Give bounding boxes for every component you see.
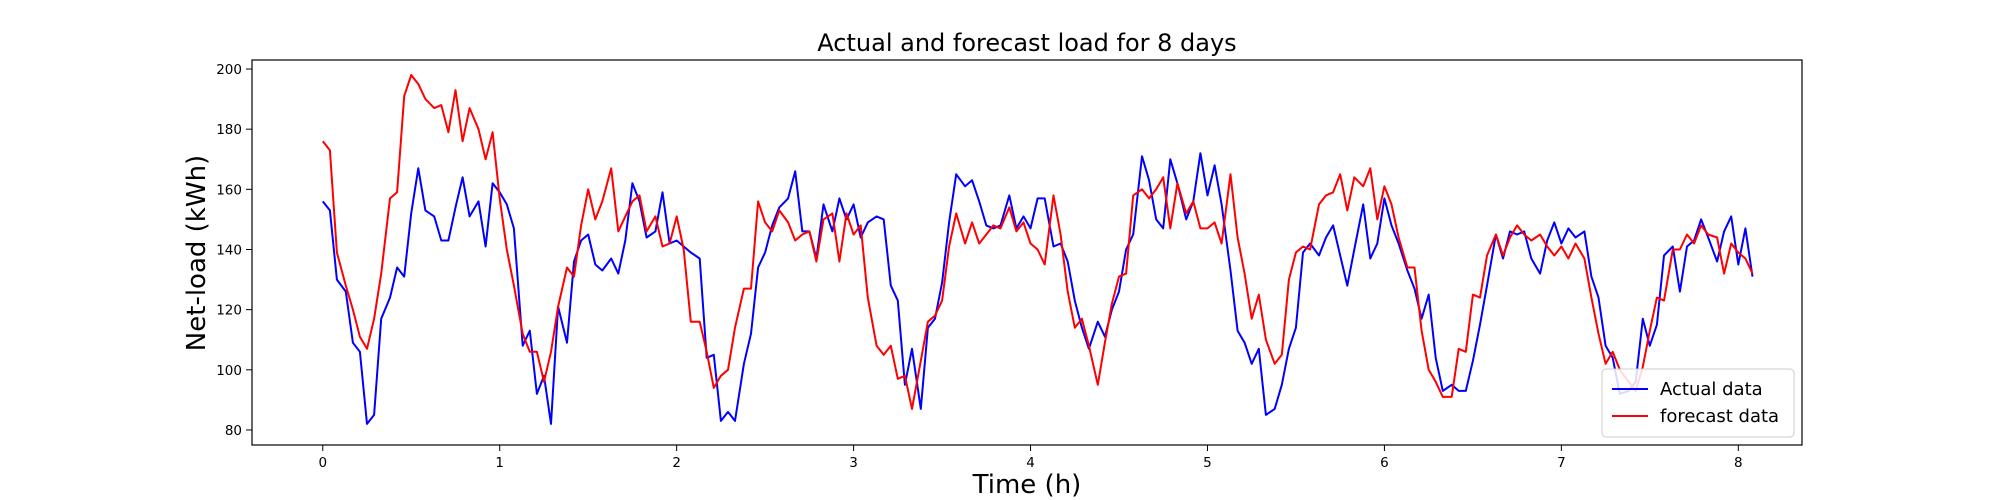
chart-title: Actual and forecast load for 8 days: [817, 29, 1236, 57]
series-layer: [322, 74, 1754, 425]
x-axis-label: Time (h): [972, 470, 1082, 500]
x-tick-label: 1: [495, 455, 504, 471]
y-axis-label: Net-load (kWh): [182, 155, 212, 351]
y-tick-label: 160: [216, 182, 242, 198]
y-axis: 80 100 120 140 160 180 200: [216, 62, 252, 439]
legend-label-forecast-data: forecast data: [1660, 406, 1779, 427]
series-line-forecast-data: [322, 74, 1754, 410]
x-tick-label: 8: [1734, 455, 1743, 471]
x-tick-label: 4: [1026, 455, 1035, 471]
x-tick-label: 5: [1203, 455, 1212, 471]
series-line-actual-data: [322, 152, 1754, 425]
legend-box: [1601, 368, 1795, 438]
plot-area-frame: [251, 59, 1803, 446]
y-tick-label: 100: [216, 363, 242, 379]
x-tick-label: 0: [318, 455, 327, 471]
legend-label-actual-data: Actual data: [1660, 379, 1763, 400]
legend: Actual data forecast data: [1601, 368, 1795, 438]
y-tick-label: 180: [216, 122, 242, 138]
x-tick-label: 3: [849, 455, 858, 471]
x-tick-label: 6: [1380, 455, 1389, 471]
y-tick-label: 140: [216, 242, 242, 258]
y-tick-label: 80: [225, 423, 242, 439]
y-tick-label: 200: [216, 62, 242, 78]
y-tick-label: 120: [216, 303, 242, 319]
x-axis: 0 1 2 3 4 5 6 7 8: [318, 445, 1743, 471]
x-tick-label: 7: [1557, 455, 1566, 471]
x-tick-label: 2: [672, 455, 681, 471]
